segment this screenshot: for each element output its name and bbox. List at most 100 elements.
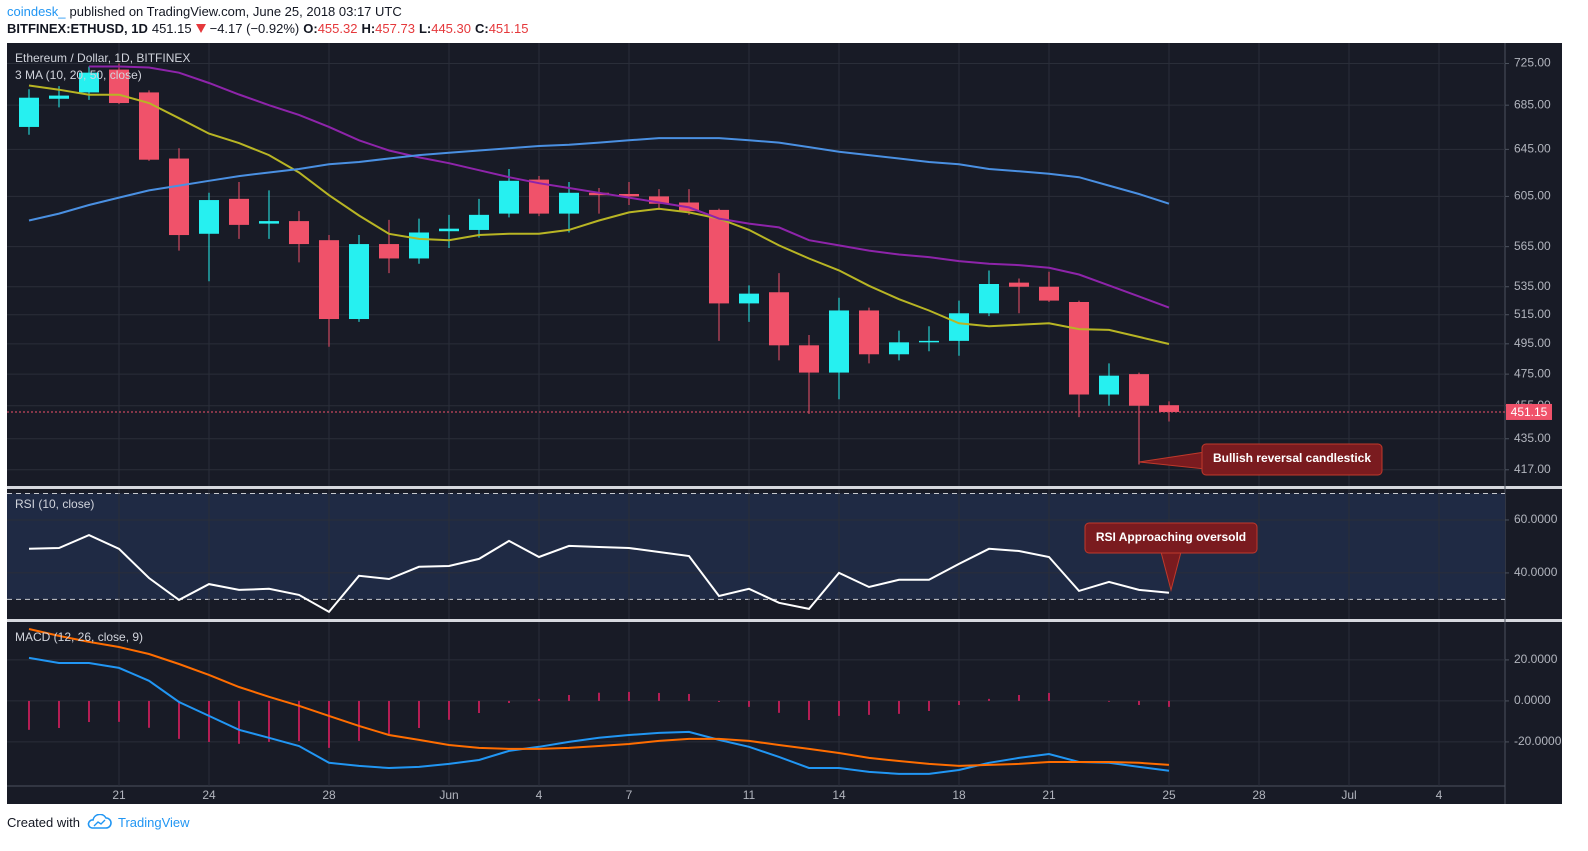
down-arrow-icon [195,24,206,33]
y-tick-label: 20.0000 [1514,652,1558,666]
y-tick-label: 725.00 [1514,56,1551,70]
y-tick-label: 645.00 [1514,142,1551,156]
price: 451.15 [151,21,192,36]
candle-body [19,97,39,127]
candle-body [1099,375,1119,395]
candle-body [1129,374,1149,406]
low-label: L: [418,21,432,36]
candle-body [799,345,819,373]
candle-body [319,240,339,320]
chart-background [7,43,1562,804]
x-tick-label: 24 [202,788,216,802]
y-tick-label: 435.00 [1514,431,1551,445]
y-tick-label: 495.00 [1514,336,1551,350]
candle-body [469,214,489,230]
y-tick-label: 475.00 [1514,366,1551,380]
open-label: O: [303,21,318,36]
annotation-text: RSI Approaching oversold [1096,530,1246,544]
high-label: H: [361,21,376,36]
brand-logo[interactable] [86,814,112,830]
candle-body [49,95,69,99]
candle-body [1039,286,1059,301]
close-label: C: [474,21,489,36]
candle-body [169,158,189,236]
candle-body [409,232,429,259]
candle-body [829,310,849,373]
candle-body [1159,405,1179,412]
close-value: 451.15 [488,21,529,36]
brand[interactable]: TradingView [117,814,190,830]
candle-body [139,92,159,160]
y-tick-label: 535.00 [1514,279,1551,293]
price-annotation: Bullish reversal candlestick [1138,443,1383,476]
y-tick-label: 685.00 [1514,97,1551,111]
panel-subtitle: 3 MA (10, 20, 50, close) [15,68,142,82]
x-tick-label: 4 [536,788,543,802]
candle-body [499,180,519,214]
candle-body [529,179,549,214]
rsi-annotation: RSI Approaching oversold [1084,522,1258,592]
created-with: Created with [7,814,80,830]
x-tick-label: Jun [439,788,458,802]
y-tick-label: 515.00 [1514,307,1551,321]
open-value: 455.32 [317,21,358,36]
candle-body [649,196,669,204]
x-tick-label: 18 [952,788,966,802]
series-line [28,84,1170,345]
x-tick-label: 28 [1252,788,1266,802]
header-quote: BITFINEX:ETHUSD, 1D 451.15 −4.17 (−0.92%… [7,21,528,36]
panel-title: Ethereum / Dollar, 1D, BITFINEX [15,51,190,65]
candle-body [709,209,729,304]
low-value: 445.30 [431,21,471,36]
x-tick-label: 14 [832,788,846,802]
x-tick-label: 25 [1162,788,1176,802]
candle-body [859,310,879,355]
last-price-label: 451.15 [1511,405,1548,419]
candle-body [379,244,399,259]
x-tick-label: Jul [1341,788,1356,802]
candle-body [229,198,249,225]
candle-body [199,200,219,234]
panel-separator [7,619,1562,622]
x-tick-label: 7 [626,788,633,802]
candle-body [79,72,99,93]
y-tick-label: 40.0000 [1514,565,1558,579]
candle-body [589,192,609,196]
candle-body [259,221,279,224]
header-line: coindesk_ published on TradingView.com, … [7,4,402,19]
series-line [28,628,1170,767]
series-line [28,137,1170,222]
candle-body [349,244,369,320]
x-tick-label: 21 [1042,788,1056,802]
x-tick-label: 28 [322,788,336,802]
y-tick-label: 60.0000 [1514,512,1558,526]
last-price-tag [1506,403,1552,420]
candle-body [559,192,579,214]
y-tick-label: 605.00 [1514,189,1551,203]
panel-separator [7,486,1562,489]
callout-box [1201,443,1383,476]
plot-area: 725.00 685.00 645.00 605.00 565.00 535.00 515.… [7,43,1562,802]
author[interactable]: coindesk_ [7,4,66,19]
candle-body [439,228,459,232]
candle-body [289,221,309,245]
footer: Created with TradingView [7,814,190,830]
candle-body [619,193,639,197]
band-fill [7,493,1505,600]
candle-body [919,340,939,343]
candle-body [1069,302,1089,395]
candle-body [889,342,909,355]
candle-body [769,292,789,346]
x-tick-label: 4 [1436,788,1443,802]
candle-body [949,313,969,341]
symbol: BITFINEX:ETHUSD, 1D [7,21,148,36]
high-value: 457.73 [375,21,415,36]
x-tick-label: 21 [112,788,126,802]
panel-title: RSI (10, close) [15,497,94,511]
candle-body [739,293,759,304]
y-tick-label: 0.0000 [1514,693,1551,707]
panel-title: MACD (12, 26, close, 9) [15,630,143,644]
published: published on TradingView.com, June 25, 2… [69,4,402,19]
x-tick-label: 11 [743,788,756,802]
